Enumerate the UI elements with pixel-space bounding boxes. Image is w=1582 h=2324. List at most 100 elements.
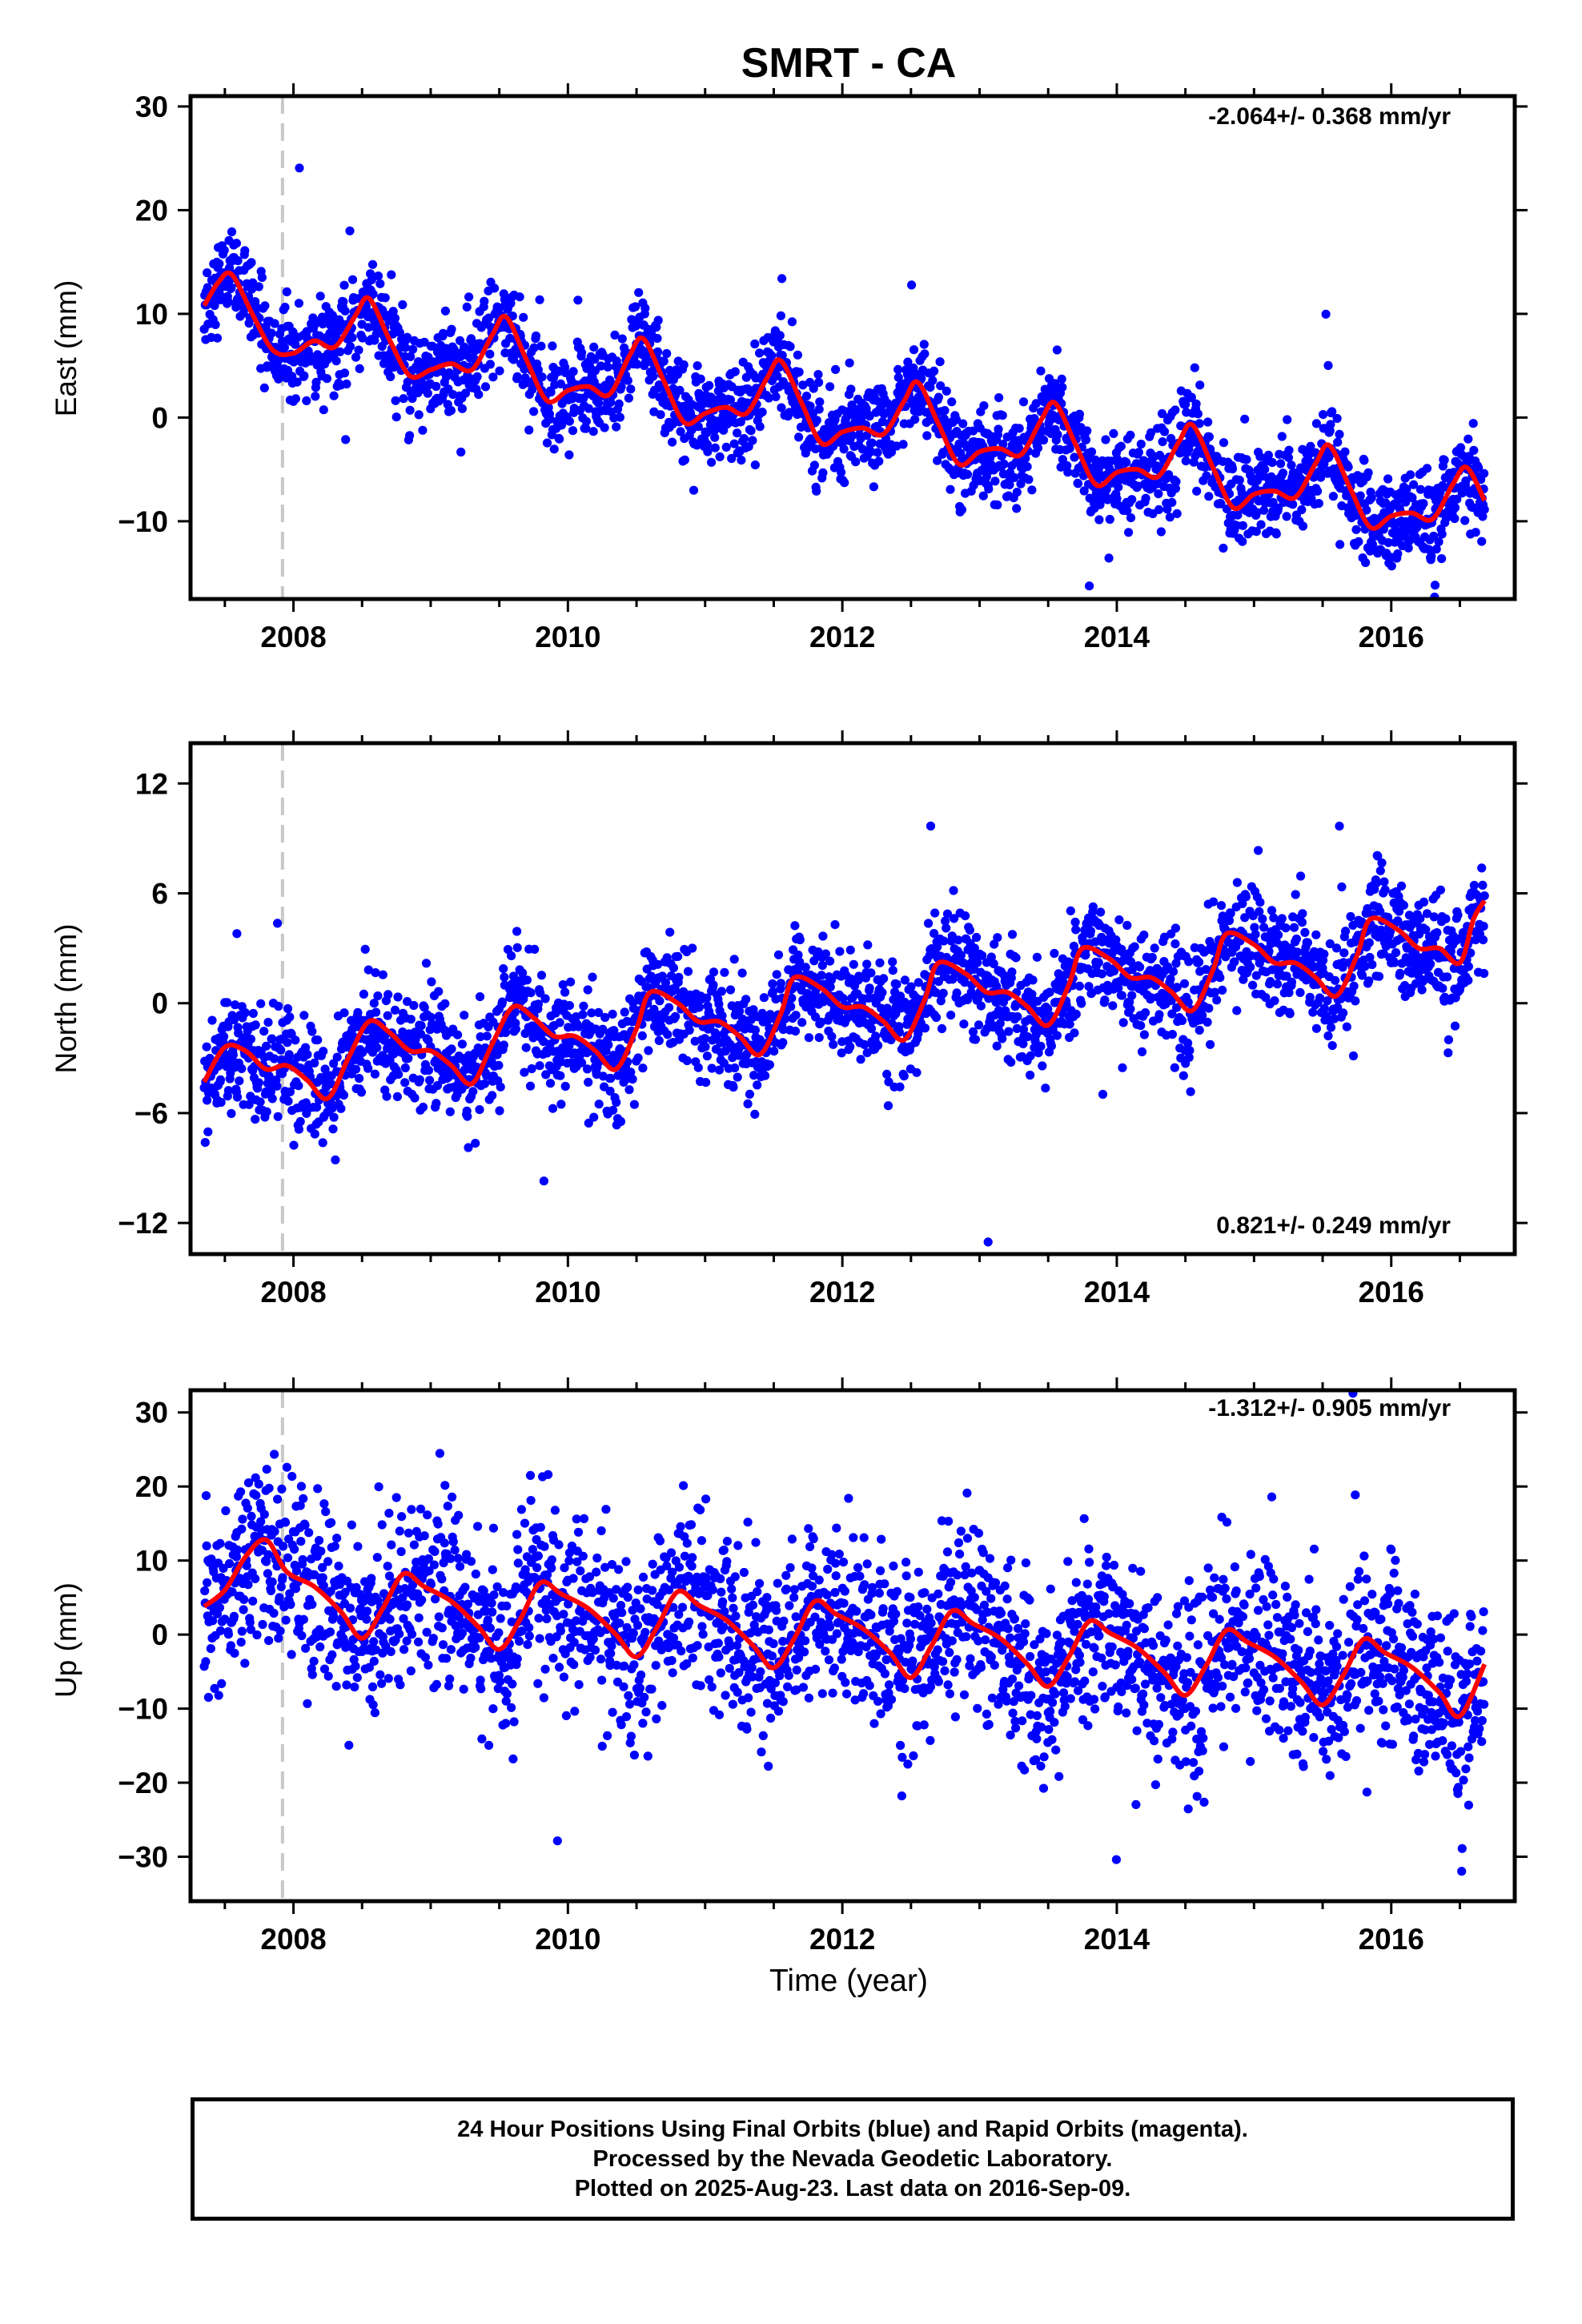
east-point (845, 358, 854, 368)
east-point (1219, 543, 1228, 553)
east-point (1114, 482, 1123, 492)
east-point (640, 304, 650, 313)
east-point (1193, 409, 1203, 419)
east-point (1287, 460, 1296, 470)
north-point (669, 963, 679, 973)
north-point (973, 958, 982, 967)
north-point (358, 1047, 367, 1057)
east-point (403, 332, 412, 342)
north-point (229, 1015, 239, 1024)
north-point (548, 1104, 558, 1113)
east-point (600, 423, 609, 432)
north-point (1413, 971, 1423, 980)
east-point (653, 316, 663, 325)
north-point (511, 1024, 521, 1034)
north-point (528, 1033, 538, 1043)
north-point (1295, 987, 1305, 997)
east-point (1204, 432, 1214, 442)
north-point (712, 1031, 721, 1040)
east-point (495, 366, 504, 376)
east-point (347, 333, 357, 343)
east-point (846, 384, 856, 394)
north-point (598, 1024, 608, 1034)
north-point (453, 1030, 463, 1039)
east-point (1181, 456, 1191, 466)
north-point (1300, 927, 1310, 937)
north-point (765, 1060, 775, 1070)
east-point (1311, 419, 1321, 428)
east-point (1477, 537, 1487, 546)
north-point (1374, 932, 1383, 942)
north-point (1118, 1018, 1128, 1027)
east-point (1204, 492, 1214, 501)
north-point (761, 1071, 770, 1080)
east-point (535, 295, 544, 304)
north-point (289, 1140, 299, 1150)
east-point (755, 422, 765, 432)
east-point (634, 287, 644, 297)
east-point (1134, 448, 1143, 457)
north-point (816, 1017, 826, 1027)
east-point (355, 364, 364, 373)
east-point (946, 485, 955, 494)
north-point (730, 1063, 740, 1073)
north-point (393, 992, 403, 1002)
east-point (1419, 499, 1428, 509)
east-point (1195, 380, 1205, 390)
north-point (1259, 923, 1269, 932)
east-point (801, 392, 812, 401)
east-point (1268, 497, 1278, 508)
east-point (295, 163, 304, 173)
east-point (814, 377, 824, 388)
north-point (899, 1072, 909, 1081)
east-point (1474, 463, 1484, 472)
east-point (1263, 450, 1273, 460)
north-point (237, 1063, 247, 1073)
north-point (866, 968, 876, 978)
north-point (741, 995, 751, 1004)
north-point (778, 1038, 788, 1047)
east-point (386, 372, 396, 381)
east-frame (188, 94, 1517, 601)
east-point (994, 393, 1004, 403)
north-point (460, 1011, 469, 1020)
east-point (1323, 360, 1333, 370)
east-point (676, 427, 685, 436)
north-point (856, 1055, 865, 1064)
north-point (1308, 1007, 1318, 1017)
east-point (692, 440, 702, 450)
east-point (951, 415, 962, 424)
north-point (284, 1050, 294, 1059)
north-point (616, 1116, 626, 1127)
east-point (867, 438, 877, 448)
north-point (583, 985, 592, 995)
east-point (405, 405, 415, 415)
north-point (768, 979, 777, 989)
east-point (584, 404, 593, 413)
north-point (539, 1176, 549, 1186)
east-point (1461, 476, 1471, 486)
east-point (624, 393, 634, 403)
north-point (702, 993, 712, 1003)
north-point (830, 920, 840, 930)
north-point (219, 1031, 229, 1041)
east-point (400, 343, 410, 352)
north-point (733, 1072, 742, 1082)
east-point (851, 457, 861, 467)
east-point (1191, 399, 1201, 408)
north-point (983, 1237, 993, 1247)
north-point (359, 989, 368, 999)
north-point (817, 961, 827, 971)
north-point (310, 1129, 319, 1139)
north-point (1390, 958, 1399, 967)
east-point (267, 328, 276, 338)
east-point (1074, 479, 1083, 489)
east-point (1469, 445, 1479, 455)
east-point (777, 351, 787, 360)
north-point (227, 1108, 236, 1119)
north-point (644, 1046, 653, 1055)
north-point (331, 1155, 340, 1164)
east-point (1170, 405, 1180, 415)
north-point (327, 1104, 337, 1113)
east-point (1014, 424, 1024, 433)
